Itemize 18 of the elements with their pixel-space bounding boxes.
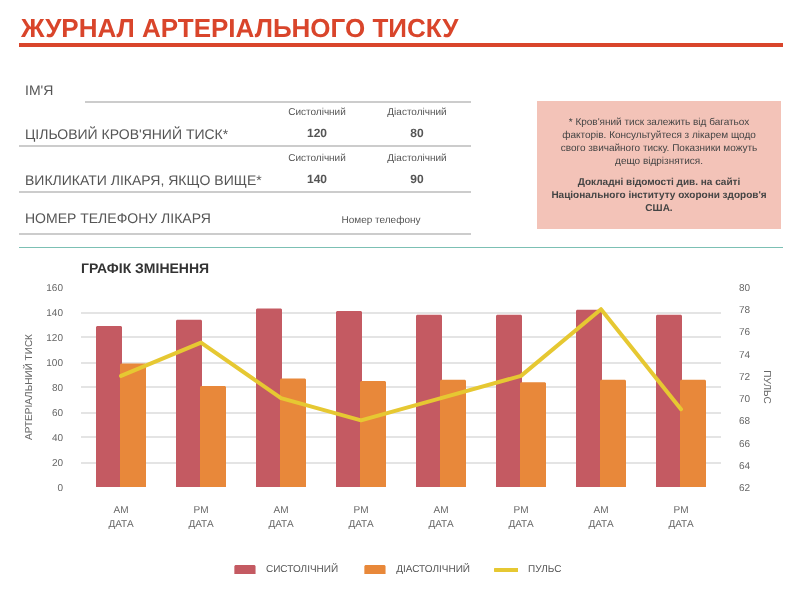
bar xyxy=(440,379,466,487)
bar xyxy=(256,308,282,487)
line-series xyxy=(119,307,683,423)
bar xyxy=(120,363,146,487)
bar xyxy=(496,314,522,487)
bar xyxy=(200,386,226,487)
bar xyxy=(176,319,202,487)
bar xyxy=(680,379,706,487)
bar xyxy=(600,379,626,487)
bar xyxy=(576,309,602,487)
chart-title: ЖУРНАЛ АРТЕРІАЛЬНОГО ТИСКУ xyxy=(19,13,461,43)
bar xyxy=(360,381,386,487)
bar xyxy=(520,382,546,487)
bar xyxy=(416,314,442,487)
bar xyxy=(336,311,362,487)
bar xyxy=(280,378,306,487)
bar xyxy=(96,326,122,487)
bar xyxy=(656,314,682,487)
